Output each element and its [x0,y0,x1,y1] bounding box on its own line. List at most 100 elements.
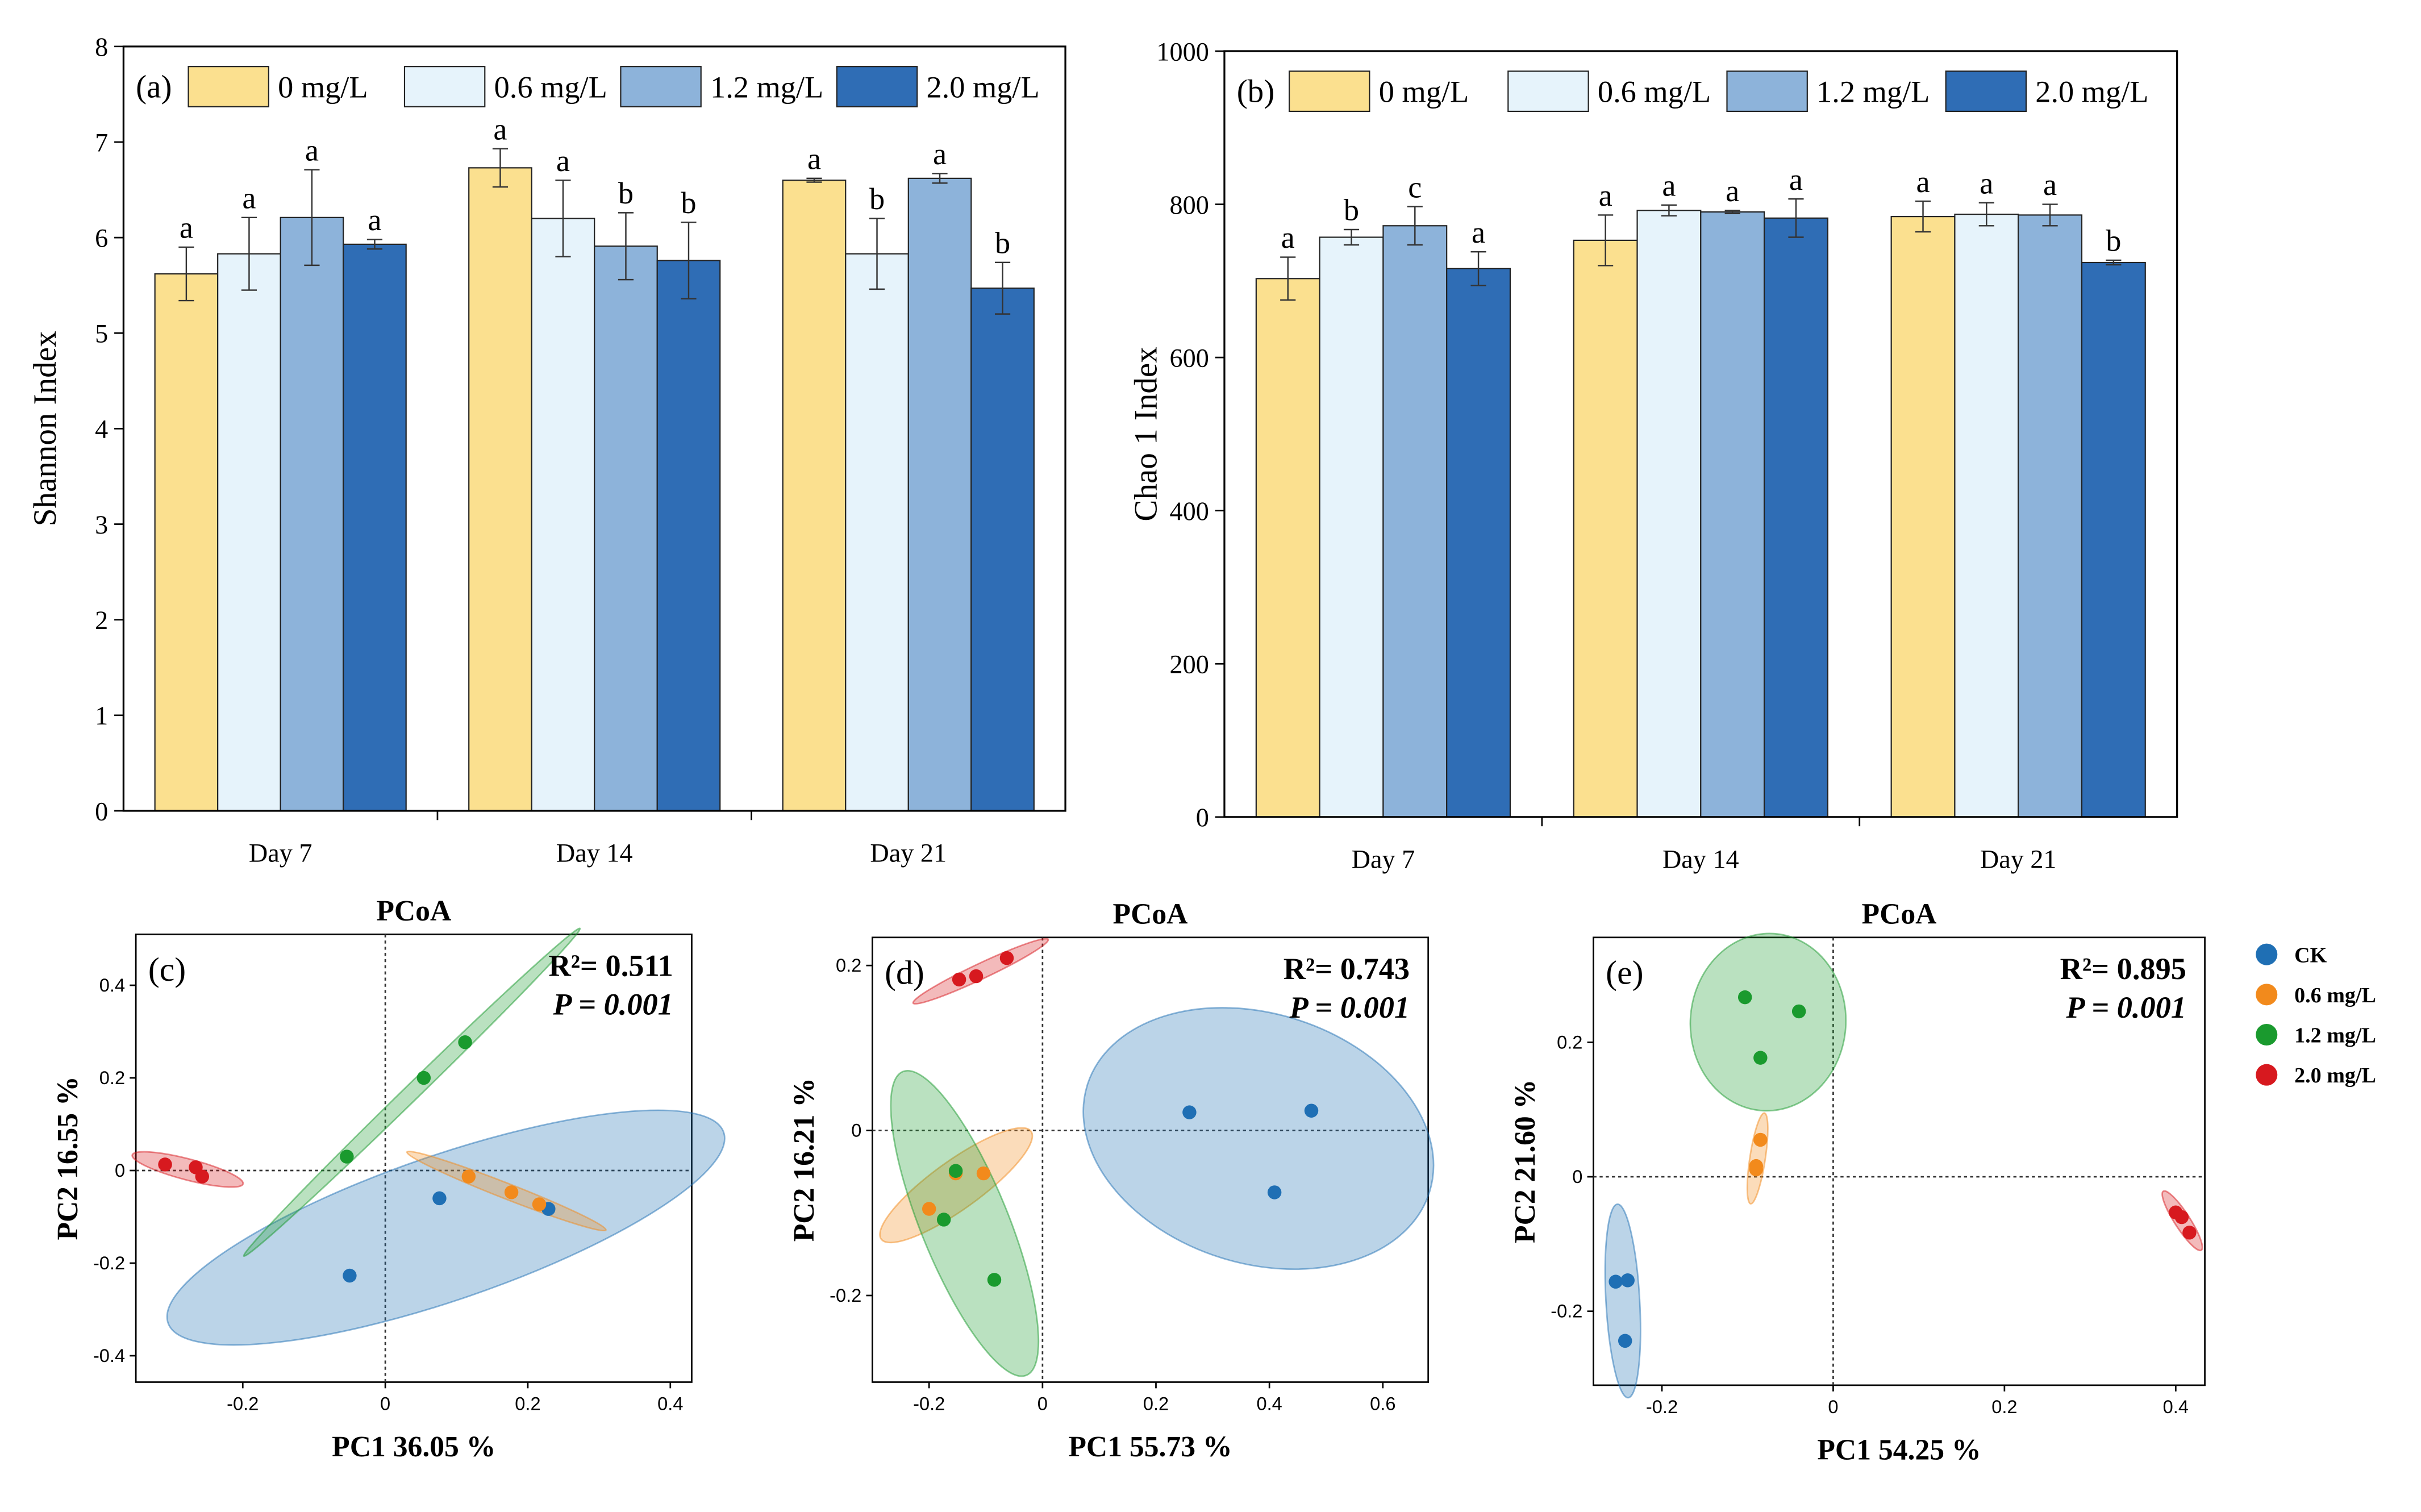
y-axis-label: PC2 16.55 % [52,1076,84,1240]
error-bar [1915,200,1931,233]
point [1620,1273,1635,1288]
error-bar [2042,203,2058,227]
legend-swatch [403,66,486,107]
y-tick-label: 1 [95,701,108,730]
error-bar [2106,259,2122,266]
bar [782,180,847,812]
bar [1382,225,1448,818]
error-bar [932,173,948,184]
confidence-ellipse [166,1109,726,1346]
error-bar [806,177,822,183]
point [458,1035,472,1049]
error-bar [1661,204,1677,216]
plot-frame [1223,50,2178,818]
bar [845,253,909,812]
bar [468,167,532,812]
significance-letter: a [180,211,193,245]
significance-letter: b [1344,193,1359,227]
plot-frame [135,934,693,1383]
point [158,1157,172,1172]
point [2182,1226,2197,1240]
legend-swatch [1945,70,2027,113]
bar [1319,236,1384,818]
bar [594,245,658,812]
point [504,1185,519,1199]
bar [1700,211,1765,818]
y-tick-label: -0.2 [93,1252,125,1273]
bar [1763,217,1828,818]
confidence-ellipse [879,1127,1034,1244]
point [1737,990,1752,1005]
confidence-ellipse [1689,932,1847,1112]
x-tick-label: -0.2 [1646,1396,1678,1417]
legend-label: 1.2 mg/L [710,70,823,104]
x-tick-label: -0.2 [913,1393,945,1414]
point [999,951,1014,965]
legend-label: 0.6 mg/L [2294,984,2376,1007]
y-tick-label: 3 [95,510,108,539]
point [1791,1004,1806,1019]
legend-label: 1.2 mg/L [2294,1024,2376,1048]
significance-letter: a [1281,220,1295,255]
legend-label: 2.0 mg/L [2035,75,2148,109]
panel-label: (e) [1606,953,1643,991]
legend-swatch [620,66,702,107]
bar [1573,239,1638,818]
y-tick-label: 600 [1170,343,1209,372]
point [195,1169,210,1184]
bar [970,288,1035,812]
chart-title: PCoA [1862,898,1937,930]
legend-label: 0 mg/L [278,70,368,104]
point [2174,1210,2189,1224]
y-tick-label: 0 [1572,1166,1582,1187]
legend-label: CK [2294,943,2327,967]
x-tick-label: Day 21 [870,839,947,868]
y-axis-label: Shannon Index [27,331,63,526]
significance-letter: a [933,137,947,171]
x-tick-label: Day 14 [556,839,633,868]
point [1618,1334,1632,1348]
stat-r2: R²= 0.511 [549,949,673,983]
point [416,1071,431,1085]
significance-letter: a [2043,168,2057,202]
x-tick-label: -0.2 [227,1393,259,1414]
y-tick-label: -0.2 [1551,1301,1582,1322]
point [1749,1162,1764,1177]
error-bar [178,246,194,302]
point [340,1149,354,1164]
x-tick-label: 0.2 [1143,1393,1169,1414]
y-tick-label: 0.2 [1557,1031,1582,1052]
legend-marker [2256,1064,2278,1086]
panel-label: (d) [885,953,924,991]
legend-label: 0.6 mg/L [1598,75,1711,109]
legend-label: 0 mg/L [1379,75,1469,109]
y-tick-label: 1000 [1156,37,1209,66]
x-tick-label: 0.2 [515,1393,540,1414]
bar [343,243,407,812]
x-axis-label: PC1 54.25 % [1817,1434,1981,1466]
error-bar [555,179,571,257]
error-bar [1407,206,1423,246]
x-tick-label: Day 21 [1980,845,2057,874]
x-tick-label: 0.2 [1991,1396,2017,1417]
y-tick-label: 2 [95,606,108,635]
x-tick-label: 0.4 [2163,1396,2189,1417]
legend-label: 2.0 mg/L [926,70,1039,104]
error-bar [869,218,885,290]
point [987,1273,1002,1287]
bar [2018,214,2083,818]
y-tick-label: 5 [95,319,108,348]
point [432,1191,447,1206]
significance-letter: a [807,142,821,176]
significance-letter: b [618,176,634,210]
point [969,969,984,984]
stat-p: P = 0.001 [1289,990,1410,1024]
x-tick-label: 0 [380,1393,390,1414]
legend-swatch [1726,70,1808,113]
x-tick-label: 0.6 [1370,1393,1395,1414]
point [1609,1274,1623,1289]
bar [907,177,972,812]
point [976,1166,991,1181]
legend-swatch [1507,70,1589,113]
bar [1954,213,2019,818]
